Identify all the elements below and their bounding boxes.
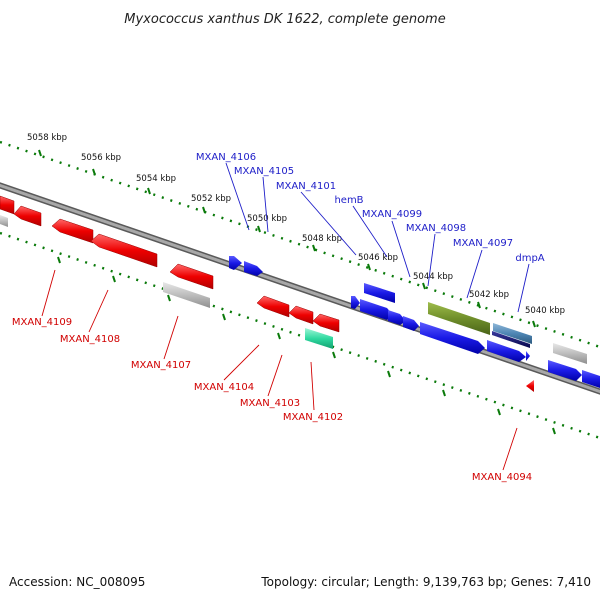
kbp-label: 5044 kbp <box>413 272 453 282</box>
gene-arrow-reverse[interactable] <box>169 263 214 290</box>
gene-label[interactable]: MXAN_4108 <box>60 334 120 345</box>
gene-arrow-pseudo[interactable] <box>553 343 587 364</box>
gene-arrow-highlight[interactable] <box>428 302 490 335</box>
scale-ticks-top <box>38 149 536 328</box>
gene-arrow-pseudo[interactable] <box>163 282 210 308</box>
gene-arrow-forward[interactable] <box>493 323 532 344</box>
kbp-label: 5040 kbp <box>525 306 565 316</box>
gene-arrow-reverse[interactable] <box>13 205 42 227</box>
leader-lines-top <box>225 162 530 313</box>
gene-arrow-forward[interactable] <box>360 299 393 320</box>
gene-label[interactable]: MXAN_4101 <box>276 181 336 192</box>
kbp-label: 5056 kbp <box>81 153 121 163</box>
gene-arrow-forward[interactable] <box>487 340 526 362</box>
gene-arrow-forward[interactable] <box>229 256 242 270</box>
gene-arrow-forward[interactable] <box>548 360 582 381</box>
gene-labels-top: MXAN_4106 MXAN_4105 MXAN_4101 hemB MXAN_… <box>196 152 545 264</box>
gene-arrow-forward[interactable] <box>582 370 600 388</box>
gene-label[interactable]: MXAN_4098 <box>406 223 466 234</box>
gene-label[interactable]: MXAN_4103 <box>240 398 300 409</box>
gene-arrow-rna[interactable] <box>305 328 333 349</box>
gene-arrow-reverse[interactable] <box>90 233 158 268</box>
gene-label[interactable]: hemB <box>334 195 363 206</box>
gene-arrow-forward[interactable] <box>364 283 395 303</box>
gene-arrow-forward[interactable] <box>492 331 530 348</box>
gene-label[interactable]: MXAN_4104 <box>194 382 254 393</box>
gene-label[interactable]: MXAN_4094 <box>472 472 532 483</box>
gene-arrow-reverse[interactable] <box>256 295 290 318</box>
kbp-label: 5048 kbp <box>302 234 342 244</box>
gene-arrow-reverse[interactable] <box>288 305 314 325</box>
gene-arrow-reverse[interactable] <box>526 380 534 392</box>
gene-labels-bottom: MXAN_4109 MXAN_4108 MXAN_4107 MXAN_4104 … <box>12 317 532 483</box>
gene-arrow-reverse[interactable] <box>312 313 340 333</box>
gene-label[interactable]: MXAN_4106 <box>196 152 256 163</box>
kbp-label: 5054 kbp <box>136 174 176 184</box>
accession-text: Accession: NC_008095 <box>9 575 145 589</box>
gene-arrow-forward[interactable] <box>244 261 263 276</box>
gene-arrow-forward[interactable] <box>403 316 419 331</box>
gene-arrow-reverse[interactable] <box>0 195 15 215</box>
kbp-label: 5052 kbp <box>191 194 231 204</box>
gene-arrow-forward[interactable] <box>388 310 406 325</box>
gene-arrow-forward[interactable] <box>420 322 485 354</box>
kbp-label: 5058 kbp <box>27 133 67 143</box>
map-title: Myxococcus xanthus DK 1622, complete gen… <box>124 12 445 27</box>
gene-label[interactable]: MXAN_4099 <box>362 209 422 220</box>
gene-label[interactable]: MXAN_4107 <box>131 360 191 371</box>
gene-label[interactable]: MXAN_4102 <box>283 412 343 423</box>
genome-backbone <box>0 182 600 395</box>
leader-lines-bottom <box>41 269 518 471</box>
gene-arrow-reverse[interactable] <box>51 218 94 244</box>
kbp-label: 5042 kbp <box>469 290 509 300</box>
scale-ticks-bottom <box>57 256 556 435</box>
gene-arrow-pseudo[interactable] <box>0 215 8 227</box>
gene-label[interactable]: MXAN_4105 <box>234 166 294 177</box>
gene-label[interactable]: dmpA <box>515 253 544 264</box>
gene-features <box>0 195 600 392</box>
gene-arrow-forward[interactable] <box>351 296 360 309</box>
gene-label[interactable]: MXAN_4109 <box>12 317 72 328</box>
gene-arrow-forward[interactable] <box>526 351 530 361</box>
genome-summary-text: Topology: circular; Length: 9,139,763 bp… <box>260 575 591 589</box>
kbp-label: 5046 kbp <box>358 253 398 263</box>
gene-label[interactable]: MXAN_4097 <box>453 238 513 249</box>
